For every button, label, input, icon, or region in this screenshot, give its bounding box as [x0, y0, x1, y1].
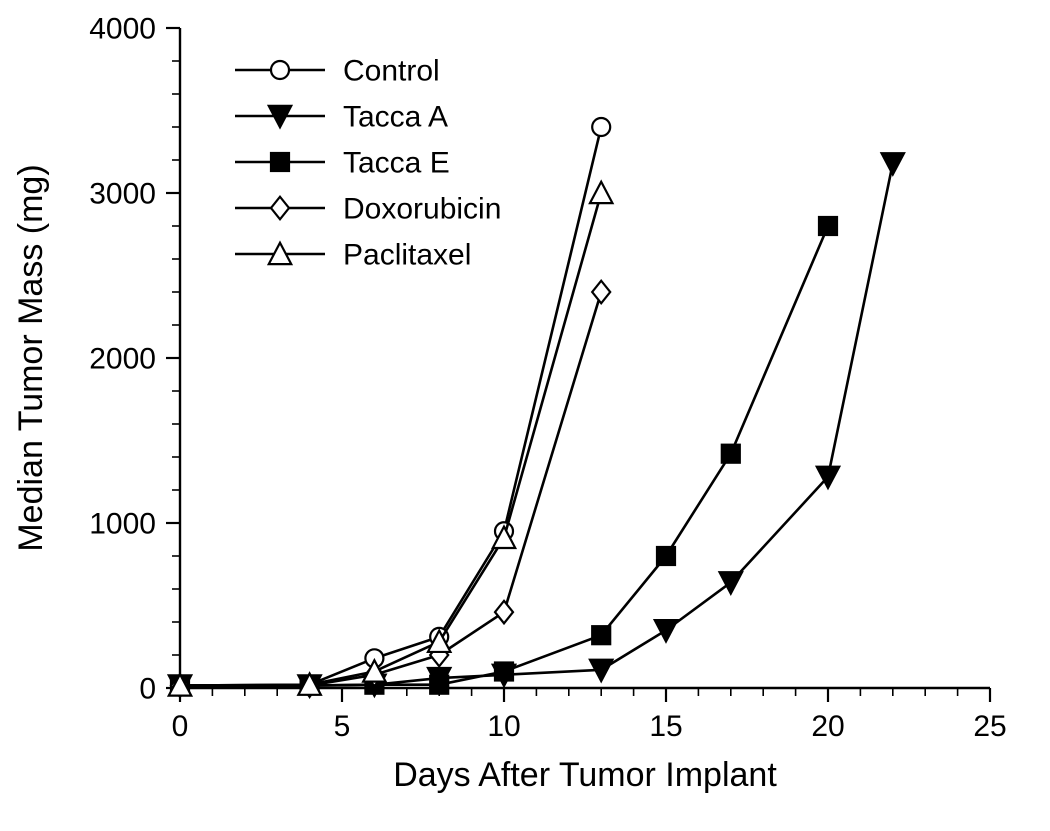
- legend-label: Tacca A: [343, 101, 448, 134]
- legend-marker: [271, 61, 289, 79]
- data-point-marker: [722, 445, 740, 463]
- legend-label: Doxorubicin: [343, 193, 501, 226]
- legend-marker: [271, 153, 289, 171]
- legend-label: Paclitaxel: [343, 239, 471, 272]
- data-point-marker: [592, 118, 610, 136]
- y-axis-label: Median Tumor Mass (mg): [12, 164, 50, 551]
- x-tick-label: 10: [487, 710, 520, 743]
- x-tick-label: 0: [172, 710, 189, 743]
- data-point-marker: [819, 217, 837, 235]
- x-tick-label: 5: [334, 710, 351, 743]
- data-point-marker: [592, 626, 610, 644]
- y-tick-label: 0: [139, 673, 156, 706]
- y-tick-label: 1000: [89, 508, 156, 541]
- y-tick-label: 3000: [89, 178, 156, 211]
- y-tick-label: 4000: [89, 13, 156, 46]
- data-point-marker: [430, 676, 448, 694]
- x-tick-label: 15: [649, 710, 682, 743]
- data-point-marker: [657, 547, 675, 565]
- tumor-growth-chart: 0 5 10 15 20 25 0 1000 2000 3000 4000 Days After Tu…: [0, 0, 1050, 831]
- chart-container: 0 5 10 15 20 25 0 1000 2000 3000 4000 Days After Tu…: [0, 0, 1050, 831]
- x-tick-label: 20: [811, 710, 844, 743]
- legend-label: Tacca E: [343, 147, 450, 180]
- x-tick-label: 25: [973, 710, 1006, 743]
- data-point-marker: [495, 663, 513, 681]
- legend-label: Control: [343, 55, 440, 88]
- y-tick-label: 2000: [89, 343, 156, 376]
- x-axis-label: Days After Tumor Implant: [393, 756, 777, 794]
